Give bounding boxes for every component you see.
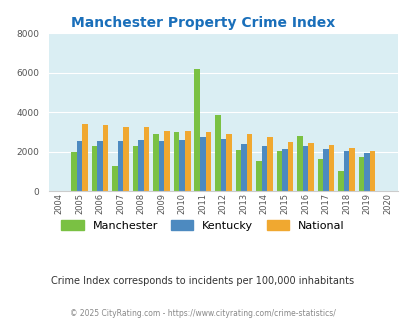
Bar xyxy=(200,137,205,191)
Bar xyxy=(241,144,246,191)
Bar xyxy=(337,171,343,191)
Bar xyxy=(138,140,143,191)
Bar xyxy=(92,146,97,191)
Bar xyxy=(143,127,149,191)
Bar xyxy=(343,151,348,191)
Bar xyxy=(296,136,302,191)
Bar xyxy=(322,149,328,191)
Bar xyxy=(123,127,129,191)
Bar xyxy=(358,157,363,191)
Bar xyxy=(348,148,354,191)
Bar xyxy=(266,137,272,191)
Text: Crime Index corresponds to incidents per 100,000 inhabitants: Crime Index corresponds to incidents per… xyxy=(51,276,354,285)
Bar xyxy=(256,161,261,191)
Bar xyxy=(71,152,77,191)
Bar xyxy=(185,131,190,191)
Bar xyxy=(164,131,170,191)
Bar xyxy=(215,115,220,191)
Bar xyxy=(328,145,333,191)
Bar xyxy=(173,132,179,191)
Bar xyxy=(132,146,138,191)
Bar xyxy=(194,69,200,191)
Bar xyxy=(276,151,281,191)
Bar xyxy=(246,134,252,191)
Bar xyxy=(102,125,108,191)
Bar xyxy=(317,159,322,191)
Bar xyxy=(153,134,158,191)
Bar xyxy=(158,141,164,191)
Bar xyxy=(112,166,117,191)
Text: © 2025 CityRating.com - https://www.cityrating.com/crime-statistics/: © 2025 CityRating.com - https://www.city… xyxy=(70,309,335,318)
Bar xyxy=(235,150,241,191)
Bar xyxy=(363,153,369,191)
Bar xyxy=(287,142,292,191)
Bar xyxy=(226,134,231,191)
Legend: Manchester, Kentucky, National: Manchester, Kentucky, National xyxy=(57,216,348,235)
Bar xyxy=(261,146,266,191)
Bar xyxy=(117,141,123,191)
Bar xyxy=(302,146,307,191)
Bar xyxy=(77,141,82,191)
Bar xyxy=(307,143,313,191)
Bar xyxy=(369,151,375,191)
Bar xyxy=(179,140,185,191)
Bar xyxy=(220,139,226,191)
Bar xyxy=(205,132,211,191)
Bar xyxy=(82,124,87,191)
Bar xyxy=(281,149,287,191)
Text: Manchester Property Crime Index: Manchester Property Crime Index xyxy=(71,16,334,30)
Bar xyxy=(97,141,102,191)
